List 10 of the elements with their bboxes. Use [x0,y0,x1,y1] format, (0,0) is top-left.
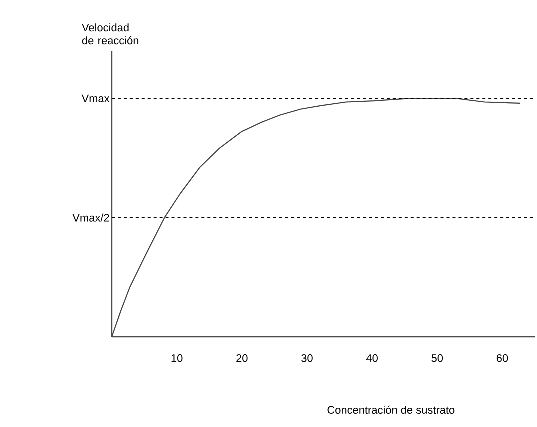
x-tick-label: 30 [302,354,313,362]
x-tick-label: 40 [366,354,378,362]
ref-line-label: Vmax/2 [72,214,110,222]
x-tick-label: 50 [432,354,444,362]
y-axis-title: Velocidad de reacción [82,24,139,45]
ref-line-label: Vmax [82,94,110,102]
x-tick-label: 20 [236,354,248,362]
x-axis-title: Concentración de sustrato [328,406,455,414]
x-tick-label: 10 [172,354,183,362]
x-tick-label: 60 [496,354,508,362]
